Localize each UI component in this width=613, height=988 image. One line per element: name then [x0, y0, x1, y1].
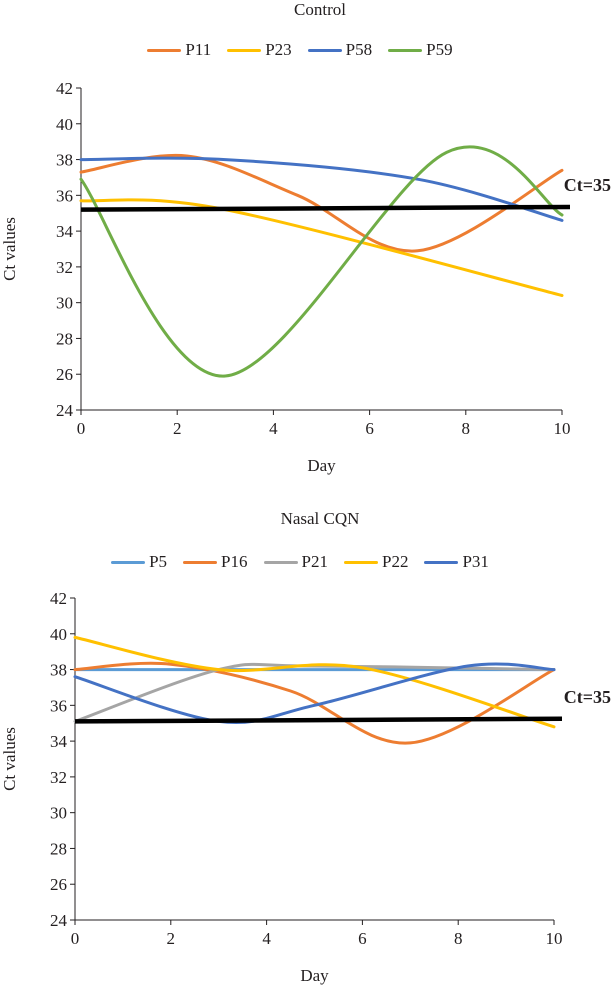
- chart2-y-tick-label: 30: [50, 804, 67, 823]
- chart1-legend-swatch: [307, 48, 342, 52]
- chart1-y-tick-label: 32: [56, 258, 73, 277]
- chart2-x-tick-label: 2: [167, 929, 176, 948]
- chart2-y-tick-label: 34: [50, 732, 68, 751]
- chart2-threshold-label: Ct=35: [564, 687, 611, 707]
- chart1-x-tick-label: 0: [77, 419, 86, 438]
- chart2-y-tick-label: 42: [50, 589, 67, 608]
- chart1-legend-item-p23: P23: [227, 40, 292, 60]
- chart1-threshold-line: [80, 204, 571, 212]
- chart1-legend: P11 P23 P58 P59: [0, 40, 600, 60]
- chart2-legend-item-p16: P16: [183, 552, 248, 572]
- chart2-x-tick-label: 8: [454, 929, 463, 948]
- chart1-legend-swatch: [147, 48, 182, 52]
- chart1-x-tick-label: 10: [554, 419, 571, 438]
- chart2-x-tick-label: 4: [262, 929, 271, 948]
- chart1-legend-label: P58: [345, 40, 373, 59]
- chart2-series-p16: [73, 661, 556, 745]
- chart1-y-tick-label: 36: [56, 186, 73, 205]
- chart1-x-tick-label: 2: [173, 419, 182, 438]
- chart1-x-tick-label: 6: [365, 419, 374, 438]
- chart1-series-p11: [79, 153, 564, 253]
- chart1-y-tick-label: 24: [56, 401, 74, 420]
- chart2-legend-label: P5: [149, 552, 168, 571]
- chart2-y-axis-label: Ct values: [0, 727, 19, 791]
- chart2-y-tick-label: 26: [50, 875, 67, 894]
- chart1-legend-item-p58: P58: [307, 40, 373, 60]
- chart1-y-tick-label: 42: [56, 79, 73, 98]
- chart1-series-p23: [79, 198, 564, 297]
- chart2-x-axis-label: Day: [300, 966, 329, 985]
- chart1-legend-label: P11: [185, 40, 212, 59]
- chart2-x-tick-label: 0: [71, 929, 80, 948]
- chart2-y-tick-label: 40: [50, 625, 67, 644]
- chart1-y-tick-label: 28: [56, 329, 73, 348]
- chart2-legend-item-p5: P5: [111, 552, 167, 572]
- chart1-legend-swatch: [227, 48, 262, 52]
- chart1-title: Control: [294, 0, 346, 19]
- chart2-legend-swatch: [183, 560, 218, 564]
- chart1-legend-label: P59: [426, 40, 453, 59]
- chart1-y-tick-label: 38: [56, 151, 73, 170]
- chart2-legend-label: P21: [301, 552, 328, 571]
- chart2-title: Nasal CQN: [280, 509, 360, 528]
- chart1-series-p58: [79, 156, 564, 222]
- chart1-threshold-label: Ct=35: [564, 175, 611, 195]
- chart2-x-tick-label: 6: [358, 929, 367, 948]
- chart2-series-p31: [73, 662, 556, 725]
- chart1-legend-label: P23: [265, 40, 292, 59]
- chart1-y-tick-label: 26: [56, 365, 73, 384]
- chart1-legend-swatch: [388, 48, 423, 52]
- chart1-y-tick-label: 30: [56, 294, 73, 313]
- chart2-legend-label: P22: [381, 552, 409, 571]
- chart2-y-tick-label: 32: [50, 768, 67, 787]
- chart2-legend-swatch: [111, 560, 146, 564]
- chart1-x-tick-label: 4: [269, 419, 278, 438]
- chart2-y-tick-label: 28: [50, 839, 67, 858]
- chart1-y-axis-label: Ct values: [0, 217, 19, 281]
- chart2-legend-item-p21: P21: [263, 552, 328, 572]
- chart2-legend-swatch: [424, 560, 459, 564]
- chart2-y-tick-label: 36: [50, 696, 67, 715]
- chart2-x-tick-label: 10: [546, 929, 563, 948]
- chart1-x-tick-label: 8: [462, 419, 471, 438]
- chart2-threshold-line: [74, 716, 563, 724]
- chart2-legend-swatch: [343, 560, 378, 564]
- chart1-legend-item-p11: P11: [147, 40, 211, 60]
- chart1-series-p59: [79, 145, 564, 378]
- chart1-x-axis-label: Day: [307, 456, 336, 475]
- chart2-y-tick-label: 24: [50, 911, 68, 930]
- chart2-series-p22: [73, 635, 556, 729]
- chart2-legend-item-p31: P31: [424, 552, 489, 572]
- chart2-legend-label: P31: [462, 552, 489, 571]
- chart2-legend-label: P16: [221, 552, 248, 571]
- chart2-legend: P5 P16 P21 P22 P31: [0, 552, 600, 572]
- chart2-legend-item-p22: P22: [343, 552, 409, 572]
- chart1-y-tick-label: 40: [56, 115, 73, 134]
- chart2-legend-swatch: [263, 560, 298, 564]
- chart1-y-tick-label: 34: [56, 222, 74, 241]
- chart2-y-tick-label: 38: [50, 661, 67, 680]
- chart1-legend-item-p59: P59: [388, 40, 453, 60]
